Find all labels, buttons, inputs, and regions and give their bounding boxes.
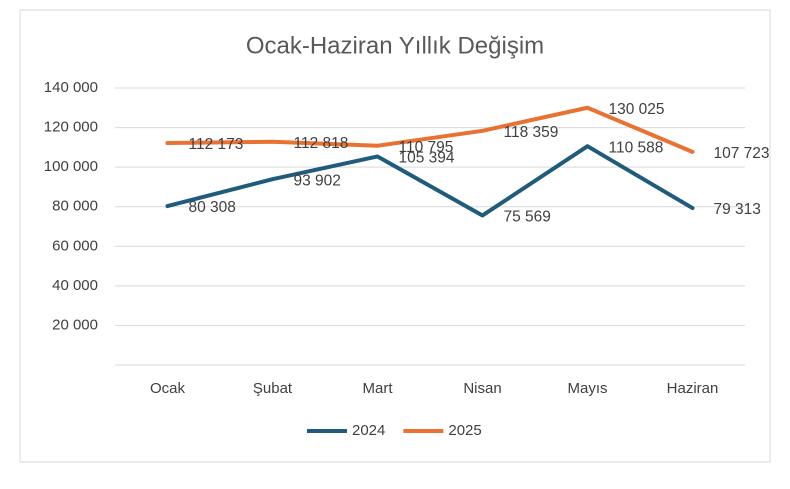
y-tick-label: 140 000 (44, 79, 98, 96)
y-tick-label: 80 000 (52, 198, 98, 215)
data-label: 130 025 (609, 101, 665, 118)
data-label: 107 723 (714, 145, 770, 162)
data-label: 112 818 (294, 135, 349, 152)
y-tick-label: 100 000 (44, 158, 98, 175)
data-label: 112 173 (189, 136, 244, 153)
data-label: 93 902 (294, 172, 341, 189)
data-label: 110 588 (609, 139, 664, 156)
x-tick-label: Ocak (150, 380, 186, 397)
data-label: 105 394 (399, 150, 455, 167)
y-tick-label: 40 000 (52, 277, 98, 294)
y-tick-label: 20 000 (52, 316, 98, 333)
legend-label: 2024 (352, 422, 385, 439)
data-label: 80 308 (189, 199, 236, 216)
chart-title: Ocak-Haziran Yıllık Değişim (246, 32, 544, 59)
data-label: 110 795 (399, 139, 454, 156)
chart-border (19, 9, 771, 463)
data-label: 75 569 (504, 209, 551, 226)
x-tick-label: Haziran (667, 380, 719, 397)
y-tick-label: 60 000 (52, 237, 98, 254)
x-tick-label: Mayıs (567, 380, 607, 397)
data-label: 79 313 (714, 201, 761, 218)
x-tick-label: Mart (363, 380, 394, 397)
data-label: 118 359 (504, 124, 559, 141)
series-line (165, 105, 695, 154)
legend-label: 2025 (448, 422, 481, 439)
x-tick-label: Şubat (253, 380, 293, 397)
y-tick-label: 120 000 (44, 119, 98, 136)
series-line (165, 144, 695, 218)
x-tick-label: Nisan (463, 380, 501, 397)
